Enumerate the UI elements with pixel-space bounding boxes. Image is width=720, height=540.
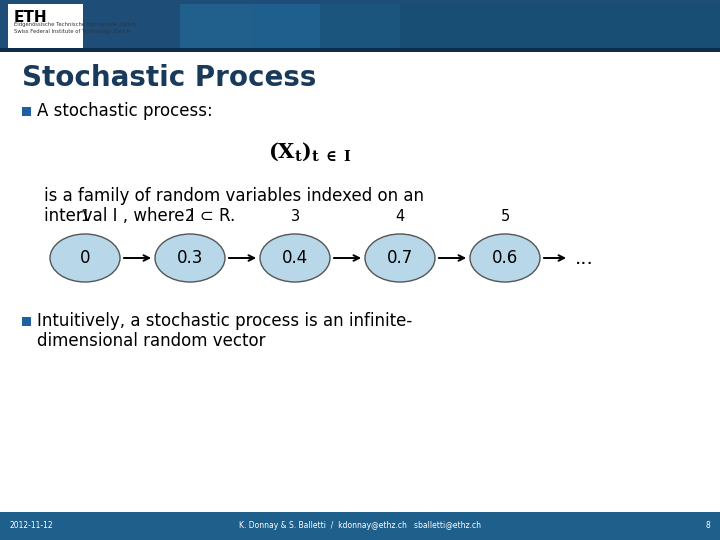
Bar <box>0 512 720 540</box>
Bar <box>0 52 720 512</box>
Text: $\mathbf{(X_t)_{t\ \in\ I}}$: $\mathbf{(X_t)_{t\ \in\ I}}$ <box>268 141 352 163</box>
Bar <box>320 4 720 52</box>
Text: 5: 5 <box>500 209 510 224</box>
Text: 0.6: 0.6 <box>492 249 518 267</box>
Text: 0.4: 0.4 <box>282 249 308 267</box>
Text: Intuitively, a stochastic process is an infinite-: Intuitively, a stochastic process is an … <box>37 312 413 330</box>
Ellipse shape <box>470 234 540 282</box>
Text: dimensional random vector: dimensional random vector <box>37 332 266 350</box>
Ellipse shape <box>155 234 225 282</box>
Bar <box>22 317 31 326</box>
Text: 0: 0 <box>80 249 90 267</box>
Bar <box>180 4 720 52</box>
Text: 2012-11-12: 2012-11-12 <box>10 522 53 530</box>
Text: is a family of random variables indexed on an: is a family of random variables indexed … <box>44 187 424 205</box>
Text: ETH: ETH <box>14 10 48 25</box>
Bar <box>0 48 720 52</box>
Bar <box>8 4 83 48</box>
Bar <box>400 4 720 52</box>
Text: Stochastic Process: Stochastic Process <box>22 64 316 92</box>
Text: 8: 8 <box>706 522 710 530</box>
Text: Eidgenössische Technische Hochschule Zürich: Eidgenössische Technische Hochschule Zür… <box>14 22 136 27</box>
Text: 1: 1 <box>81 209 89 224</box>
Text: 4: 4 <box>395 209 405 224</box>
Bar <box>250 4 720 52</box>
Text: 3: 3 <box>290 209 300 224</box>
Bar <box>0 0 720 52</box>
Text: 0.7: 0.7 <box>387 249 413 267</box>
Text: ...: ... <box>575 248 594 267</box>
Text: A stochastic process:: A stochastic process: <box>37 102 212 120</box>
Text: interval I , where I ⊂ R.: interval I , where I ⊂ R. <box>44 207 235 225</box>
Text: K. Donnay & S. Balletti  /  kdonnay@ethz.ch   sballetti@ethz.ch: K. Donnay & S. Balletti / kdonnay@ethz.c… <box>239 522 481 530</box>
Text: 2: 2 <box>185 209 194 224</box>
Ellipse shape <box>260 234 330 282</box>
Ellipse shape <box>50 234 120 282</box>
Text: Swiss Federal Institute of Technology Zurich: Swiss Federal Institute of Technology Zu… <box>14 29 130 34</box>
Ellipse shape <box>365 234 435 282</box>
Bar <box>22 107 31 116</box>
Text: 0.3: 0.3 <box>177 249 203 267</box>
